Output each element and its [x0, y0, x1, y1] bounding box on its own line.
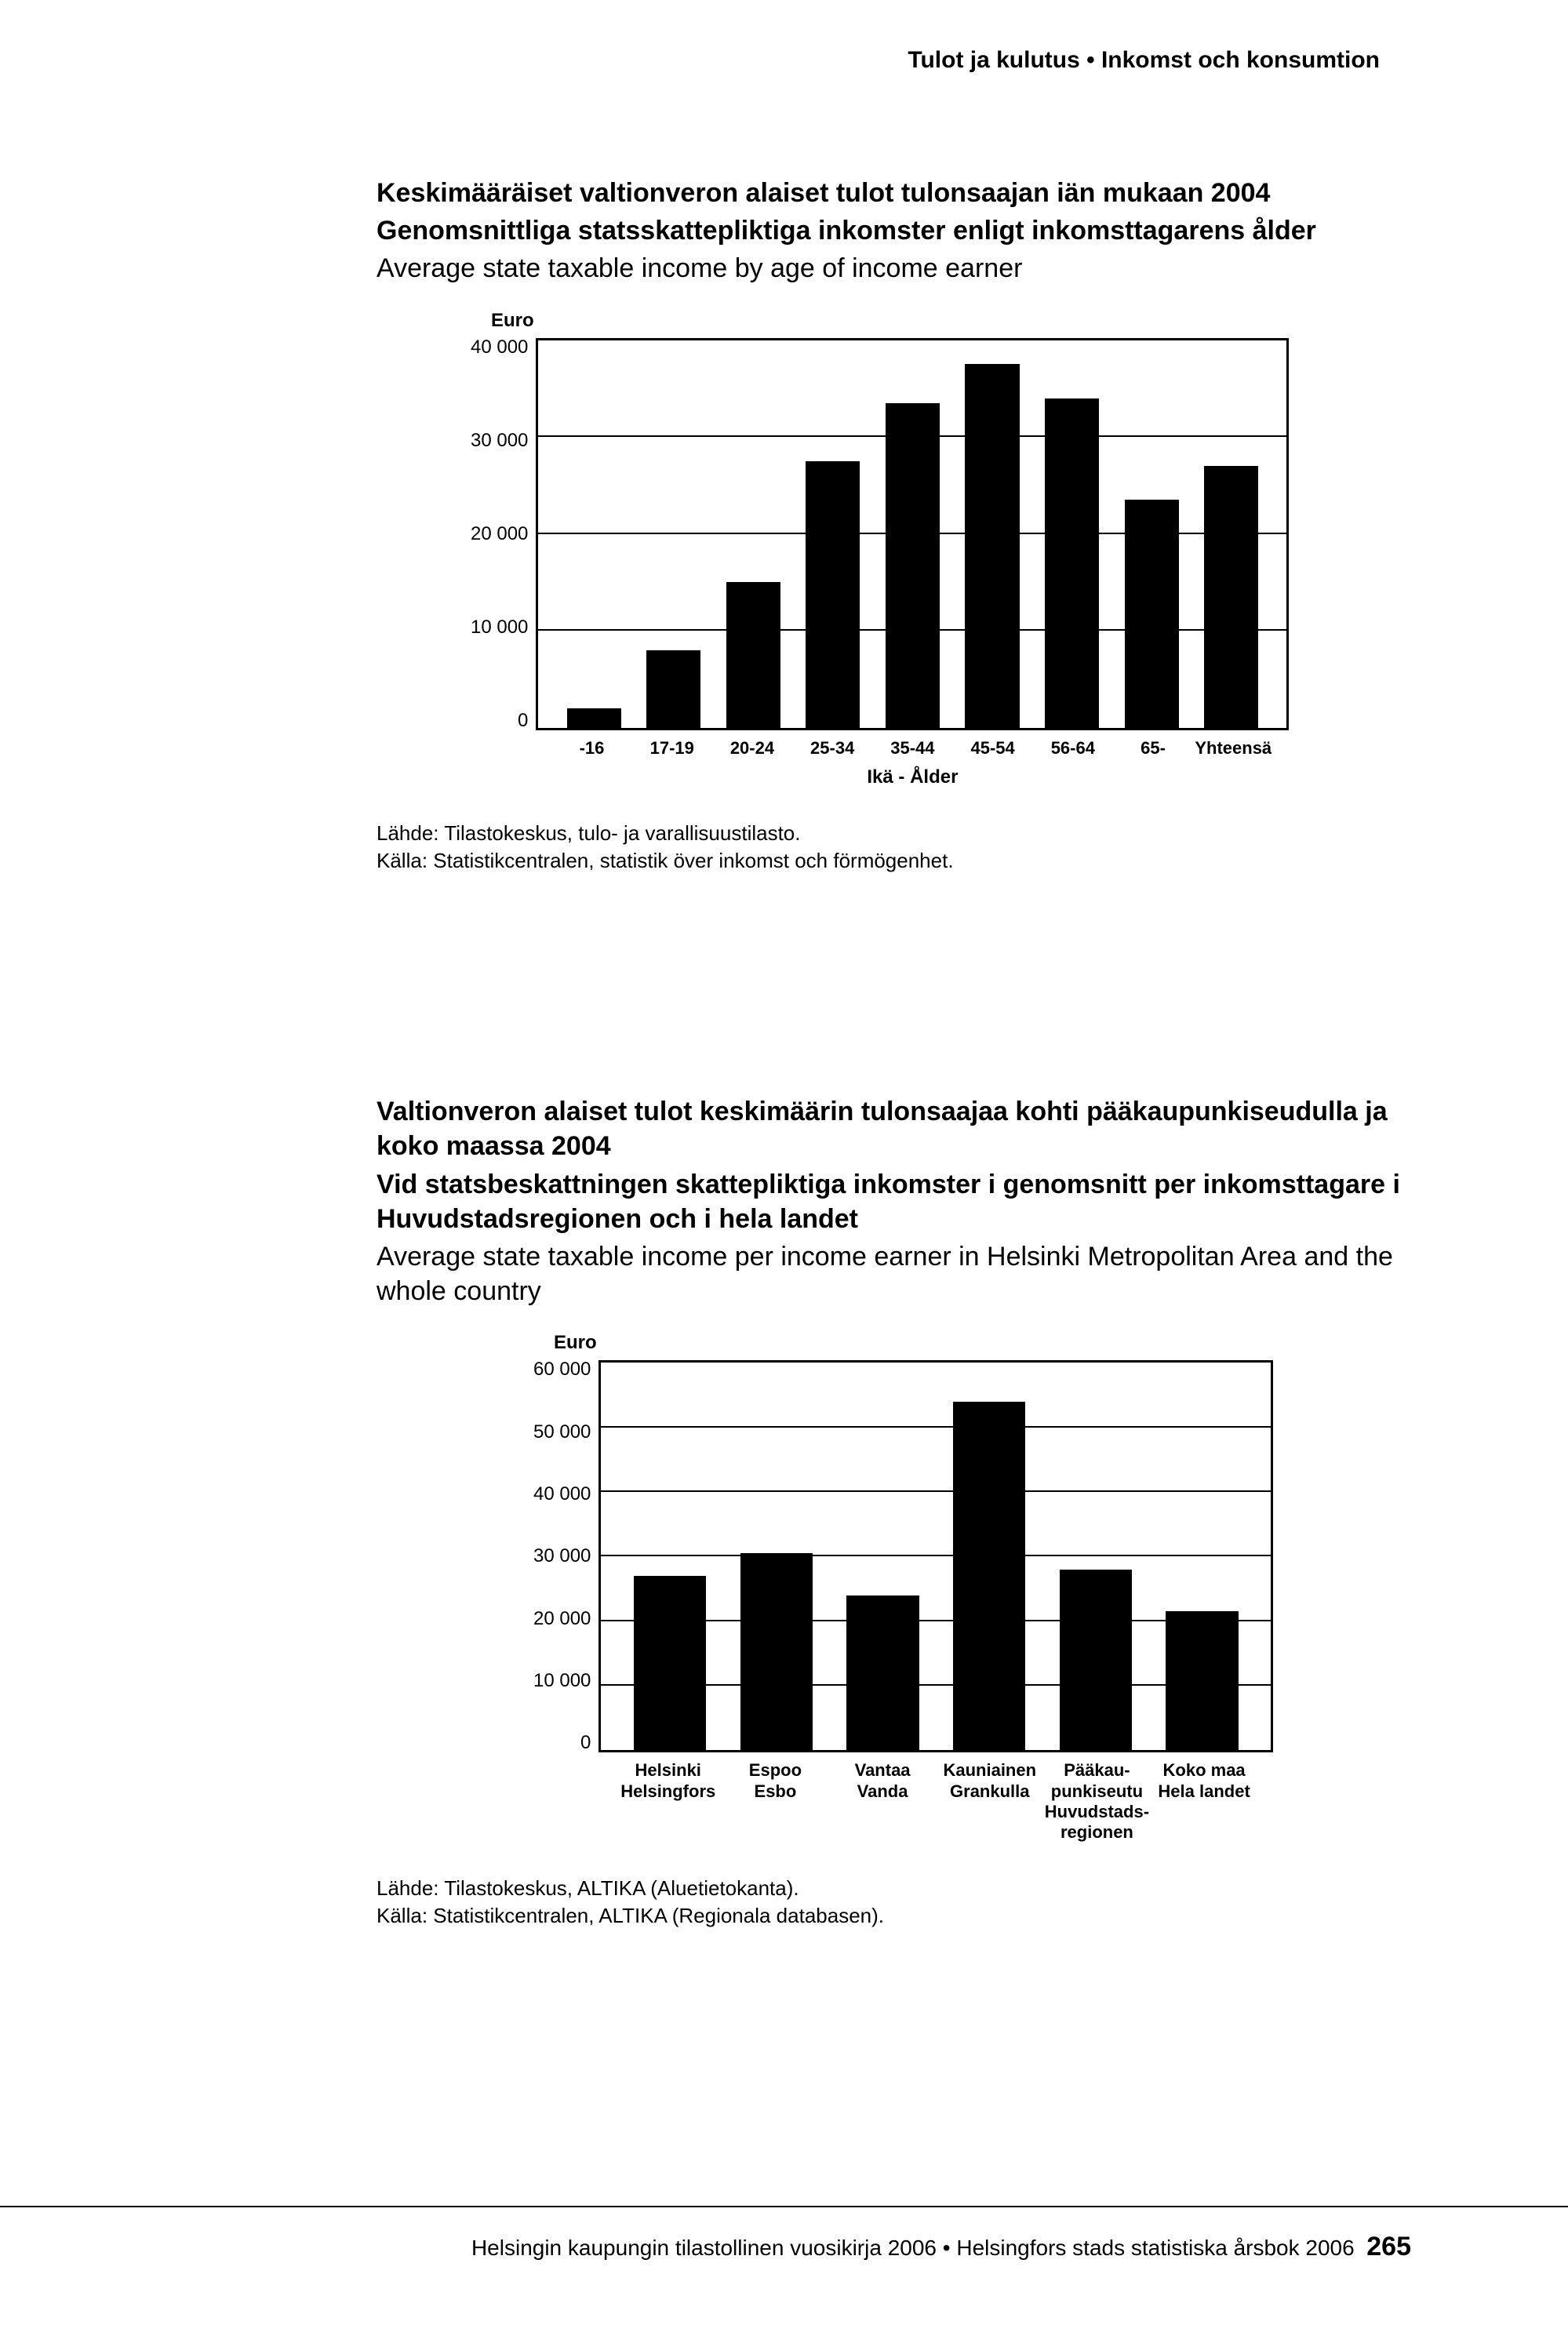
bar: [646, 650, 700, 728]
chart1-bars: [538, 340, 1286, 728]
footer-text: Helsingin kaupungin tilastollinen vuosik…: [471, 2236, 1355, 2260]
chart1-y-axis: 40 000 30 000 20 000 10 000 0: [471, 338, 536, 730]
bar-slot: [617, 1363, 723, 1750]
bar-slot: [1032, 340, 1112, 728]
chart1-x-axis: -1617-1920-2425-3435-4445-5456-6465-Yhte…: [536, 730, 1289, 759]
bar-slot: [634, 340, 714, 728]
chart2-y-label: Euro: [554, 1332, 1411, 1354]
bar: [1166, 1611, 1238, 1750]
bar: [953, 1402, 1025, 1751]
bar: [634, 1576, 706, 1750]
x-label: Koko maa Hela landet: [1151, 1760, 1258, 1843]
chart1-y-label: Euro: [491, 310, 1411, 332]
y-tick: 10 000: [471, 618, 528, 637]
y-tick: 20 000: [533, 1610, 591, 1628]
page: Tulot ja kulutus • Inkomst och konsumtio…: [0, 0, 1568, 2325]
bar: [726, 582, 780, 727]
y-tick: 30 000: [471, 431, 528, 450]
chart1-title-sv: Genomsnittliga statsskattepliktiga inkom…: [377, 213, 1411, 248]
y-tick: 30 000: [533, 1547, 591, 1566]
y-tick: 0: [580, 1734, 591, 1752]
chart2-title-en: Average state taxable income per income …: [377, 1239, 1411, 1308]
bar: [1204, 466, 1258, 727]
page-number: 265: [1366, 2232, 1411, 2261]
chart1-source: Lähde: Tilastokeskus, tulo- ja varallisu…: [377, 820, 1411, 875]
bar: [567, 708, 621, 728]
chart1: Euro 40 00030 00020 00010 0000 -1617-192…: [471, 310, 1411, 788]
chart2-y-axis: 60 000 50 000 40 000 30 000 20 000 10 000 0: [533, 1360, 598, 1752]
x-label: 17-19: [632, 738, 712, 759]
x-label: 45-54: [953, 738, 1033, 759]
chart1-x-title: Ikä - Ålder: [536, 766, 1289, 788]
chart2: Euro 60 000 50 000 40 000 30 000 20 000 10 00…: [533, 1332, 1411, 1843]
bar-slot: [723, 1363, 830, 1750]
bar: [886, 403, 940, 728]
footer-divider: [0, 2206, 1568, 2207]
chart2-source-fi: Lähde: Tilastokeskus, ALTIKA (Aluetietok…: [377, 1875, 1411, 1902]
bar-slot: [1111, 340, 1191, 728]
bar: [846, 1595, 919, 1751]
footer: Helsingin kaupungin tilastollinen vuosik…: [471, 2232, 1411, 2262]
gridline: [601, 1620, 1271, 1621]
chart1-source-fi: Lähde: Tilastokeskus, tulo- ja varallisu…: [377, 820, 1411, 847]
bar-slot: [1042, 1363, 1149, 1750]
chart1-source-sv: Källa: Statistikcentralen, statistik öve…: [377, 847, 1411, 875]
x-label: Espoo Esbo: [722, 1760, 829, 1843]
chart2-source: Lähde: Tilastokeskus, ALTIKA (Aluetietok…: [377, 1875, 1411, 1930]
chart2-plot-area: [598, 1360, 1273, 1752]
gridline: [601, 1426, 1271, 1428]
x-label: 56-64: [1033, 738, 1113, 759]
y-tick: 20 000: [471, 525, 528, 544]
page-header: Tulot ja kulutus • Inkomst och konsumtio…: [377, 47, 1411, 74]
chart2-source-sv: Källa: Statistikcentralen, ALTIKA (Regio…: [377, 1902, 1411, 1930]
gridline: [538, 533, 1286, 534]
bar-slot: [830, 1363, 937, 1750]
bar: [1045, 398, 1099, 728]
bar-slot: [1191, 340, 1271, 728]
y-tick: 60 000: [533, 1360, 591, 1379]
y-tick: 50 000: [533, 1423, 591, 1442]
bar: [740, 1553, 813, 1750]
bar: [1125, 500, 1179, 727]
gridline: [538, 435, 1286, 437]
bar-slot: [952, 340, 1032, 728]
y-tick: 40 000: [533, 1485, 591, 1504]
x-label: Pääkau- punkiseutu Huvudstads- regionen: [1043, 1760, 1151, 1843]
x-label: 65-: [1113, 738, 1193, 759]
bar-slot: [936, 1363, 1042, 1750]
chart2-title-fi: Valtionveron alaiset tulot keskimäärin t…: [377, 1094, 1411, 1163]
y-tick: 0: [518, 711, 528, 730]
x-label: 20-24: [712, 738, 792, 759]
x-label: 25-34: [792, 738, 872, 759]
bar-slot: [873, 340, 953, 728]
bar: [1060, 1570, 1132, 1751]
bar-slot: [554, 340, 634, 728]
section-1: Keskimääräiset valtionveron alaiset tulo…: [377, 176, 1411, 875]
bar: [806, 461, 860, 728]
bar-slot: [793, 340, 873, 728]
x-label: Yhteensä: [1193, 738, 1273, 759]
gridline: [601, 1555, 1271, 1556]
x-label: Helsinki Helsingfors: [614, 1760, 722, 1843]
x-label: -16: [551, 738, 631, 759]
bar-slot: [1149, 1363, 1256, 1750]
x-label: 35-44: [872, 738, 952, 759]
gridline: [538, 629, 1286, 631]
bar-slot: [714, 340, 794, 728]
chart1-title-en: Average state taxable income by age of i…: [377, 251, 1411, 286]
x-label: Vantaa Vanda: [829, 1760, 937, 1843]
bar: [965, 364, 1019, 727]
y-tick: 10 000: [533, 1672, 591, 1690]
chart2-bars: [601, 1363, 1271, 1750]
gridline: [601, 1684, 1271, 1686]
chart2-x-axis: Helsinki HelsingforsEspoo EsboVantaa Van…: [598, 1752, 1273, 1843]
gridline: [601, 1490, 1271, 1492]
x-label: Kauniainen Grankulla: [936, 1760, 1043, 1843]
section-2: Valtionveron alaiset tulot keskimäärin t…: [377, 1094, 1411, 1930]
chart1-title-fi: Keskimääräiset valtionveron alaiset tulo…: [377, 176, 1411, 210]
chart2-title-sv: Vid statsbeskattningen skattepliktiga in…: [377, 1167, 1411, 1236]
y-tick: 40 000: [471, 338, 528, 357]
chart1-plot-area: [536, 338, 1289, 730]
